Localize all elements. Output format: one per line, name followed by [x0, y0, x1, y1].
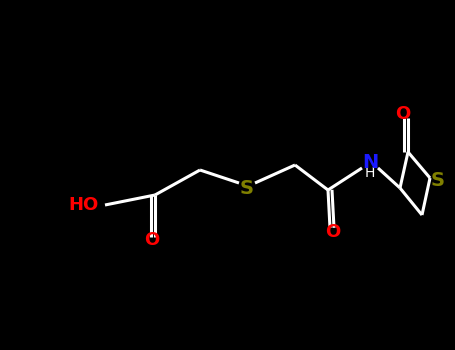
Text: S: S: [240, 178, 254, 197]
Text: O: O: [144, 231, 160, 249]
Text: O: O: [395, 105, 410, 123]
Text: H: H: [365, 166, 375, 180]
Text: S: S: [431, 170, 445, 189]
Text: HO: HO: [69, 196, 99, 214]
Text: N: N: [362, 153, 378, 172]
Text: O: O: [325, 223, 341, 241]
